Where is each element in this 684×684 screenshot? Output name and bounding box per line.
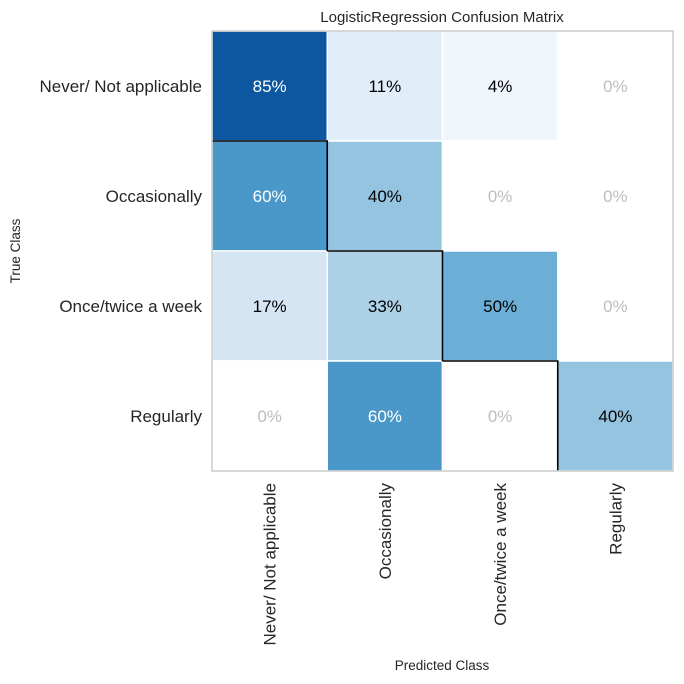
cell-value-label: 40%: [368, 187, 402, 206]
y-tick-label: Once/twice a week: [59, 297, 202, 316]
heatmap-cell: [211, 360, 328, 472]
heatmap-cell: [211, 250, 328, 362]
cell-value-label: 40%: [598, 407, 632, 426]
heatmap-cells: 85% 11% 4% 0% 60% 40% 0% 0% 17% 33% 50% 0% 0% 60% 0% 40…: [211, 30, 674, 472]
y-tick-label: Never/ Not applicable: [39, 77, 202, 96]
diagonal-outline: [212, 140, 559, 471]
plot-frame: [211, 30, 674, 472]
chart-title: LogisticRegression Confusion Matrix: [320, 9, 564, 26]
heatmap-cell: [211, 30, 328, 142]
cell-value-label: 0%: [603, 187, 628, 206]
cell-value-label: 50%: [483, 297, 517, 316]
cell-value-label: 0%: [603, 77, 628, 96]
heatmap-cell: [557, 140, 674, 252]
y-tick-label: Occasionally: [106, 187, 203, 206]
cell-value-label: 4%: [488, 77, 513, 96]
x-tick-label: Once/twice a week: [491, 483, 510, 626]
cell-value-label: 0%: [603, 297, 628, 316]
x-tick-labels: Never/ Not applicable Occasionally Once/tw…: [261, 483, 626, 646]
cell-value-label: 0%: [488, 187, 513, 206]
heatmap-cell: [211, 140, 328, 252]
cell-value-label: 85%: [253, 77, 287, 96]
cell-value-label: 0%: [257, 407, 282, 426]
cell-value-label: 11%: [368, 77, 401, 96]
cell-value-label: 60%: [368, 407, 402, 426]
cell-value-label: 0%: [488, 407, 513, 426]
y-tick-label: Regularly: [130, 407, 202, 426]
heatmap-cell: [326, 360, 444, 472]
x-axis-title: Predicted Class: [395, 658, 490, 673]
heatmap-cell: [326, 250, 444, 362]
cell-value-label: 33%: [368, 297, 402, 316]
cell-value-label: 17%: [253, 297, 287, 316]
heatmap-cell: [441, 30, 559, 142]
x-tick-label: Never/ Not applicable: [261, 483, 280, 646]
heatmap-cell: [441, 140, 559, 252]
x-tick-label: Occasionally: [376, 483, 395, 580]
diagonal-staircase-line: [212, 140, 559, 471]
y-axis-title: True Class: [8, 218, 23, 283]
x-tick-label: Regularly: [606, 483, 625, 555]
y-tick-labels: Never/ Not applicable Occasionally Once/tw…: [39, 77, 202, 426]
cell-value-label: 60%: [253, 187, 287, 206]
